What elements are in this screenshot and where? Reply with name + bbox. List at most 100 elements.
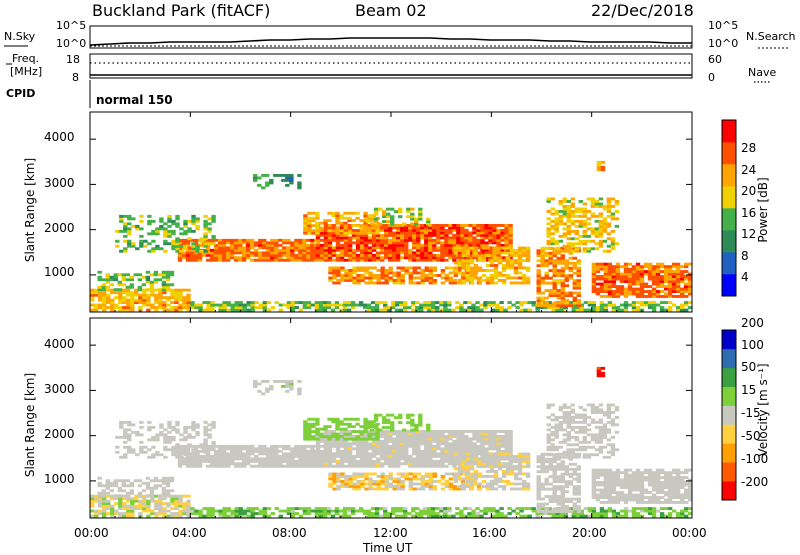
power-cell <box>400 256 404 259</box>
power-cell <box>162 286 166 289</box>
power-cell <box>356 241 360 244</box>
power-cell <box>239 301 243 304</box>
velocity-cell <box>448 447 452 450</box>
velocity-cell <box>162 477 166 480</box>
velocity-cell <box>491 507 495 510</box>
velocity-cell <box>476 435 480 438</box>
power-cell <box>146 309 150 312</box>
velocity-cell <box>315 438 319 441</box>
velocity-cell <box>282 465 286 468</box>
velocity-cell <box>98 502 102 505</box>
power-cell <box>522 267 526 270</box>
power-cell <box>222 304 226 307</box>
power-cell <box>231 309 235 312</box>
power-cell <box>482 269 486 272</box>
velocity-cell <box>332 460 336 463</box>
power-cell <box>368 267 372 270</box>
power-cell <box>339 229 343 232</box>
velocity-cell <box>327 512 331 515</box>
velocity-cell <box>413 475 417 478</box>
velocity-cell <box>408 433 412 436</box>
velocity-cell <box>454 455 458 458</box>
power-cell <box>495 304 499 307</box>
velocity-cell <box>348 485 352 488</box>
velocity-cell <box>348 445 352 448</box>
power-cell <box>307 217 311 220</box>
power-cell <box>494 272 498 275</box>
power-cell <box>167 225 171 228</box>
velocity-cell <box>340 450 344 453</box>
velocity-cell <box>684 510 688 513</box>
power-cell <box>565 259 569 262</box>
velocity-cell <box>178 497 182 500</box>
velocity-cell <box>344 452 348 455</box>
velocity-cell <box>478 483 482 486</box>
velocity-cell <box>466 453 470 456</box>
power-cell <box>476 244 480 247</box>
velocity-cell <box>339 510 343 513</box>
power-cell <box>591 200 595 203</box>
power-cell <box>367 229 371 232</box>
power-cell <box>363 217 367 220</box>
power-cell <box>557 302 561 305</box>
velocity-cell <box>440 450 444 453</box>
power-cell <box>131 217 135 220</box>
velocity-cell <box>186 495 190 498</box>
power-cell <box>458 254 462 257</box>
power-cell <box>652 290 656 293</box>
velocity-cell <box>458 470 462 473</box>
velocity-cell <box>323 507 327 510</box>
power-cell <box>514 282 518 285</box>
power-cell <box>444 244 448 247</box>
velocity-cell <box>170 497 174 500</box>
velocity-cell <box>439 510 443 513</box>
power-cell <box>577 299 581 302</box>
power-cell <box>488 229 492 232</box>
power-cell <box>150 306 154 309</box>
velocity-cell <box>495 512 499 515</box>
power-cell <box>384 244 388 247</box>
power-cell <box>684 270 688 273</box>
velocity-cell <box>444 465 448 468</box>
velocity-cell <box>518 488 522 491</box>
power-cell <box>186 251 190 254</box>
power-cell <box>290 246 294 249</box>
velocity-cell <box>676 515 680 518</box>
velocity-cell <box>412 438 416 441</box>
power-cell <box>174 299 178 302</box>
power-cell <box>98 296 102 299</box>
velocity-cell <box>262 460 266 463</box>
velocity-cell <box>335 507 339 510</box>
power-cell <box>612 285 616 288</box>
power-cell <box>551 227 555 230</box>
power-cell <box>414 218 418 221</box>
power-cell <box>447 304 451 307</box>
velocity-cell <box>448 455 452 458</box>
velocity-cell <box>672 510 676 513</box>
power-cell <box>420 249 424 252</box>
velocity-cell <box>315 423 319 426</box>
velocity-cell <box>624 512 628 515</box>
velocity-cell <box>389 485 393 488</box>
velocity-cell <box>178 515 182 518</box>
power-cell <box>372 239 376 242</box>
power-cell <box>106 289 110 292</box>
power-cell <box>549 289 553 292</box>
velocity-cell <box>514 458 518 461</box>
power-cell <box>171 232 175 235</box>
power-cell <box>640 275 644 278</box>
power-cell <box>424 246 428 249</box>
power-cell <box>436 236 440 239</box>
power-cell <box>549 252 553 255</box>
velocity-cell <box>423 510 427 513</box>
velocity-cell <box>226 447 230 450</box>
power-cell <box>374 210 378 213</box>
power-cell <box>632 278 636 281</box>
velocity-cell <box>214 510 218 513</box>
velocity-cell <box>210 515 214 518</box>
power-cell <box>130 276 134 279</box>
power-cell <box>388 249 392 252</box>
velocity-cell <box>472 438 476 441</box>
power-cell <box>567 237 571 240</box>
power-cell <box>182 254 186 257</box>
